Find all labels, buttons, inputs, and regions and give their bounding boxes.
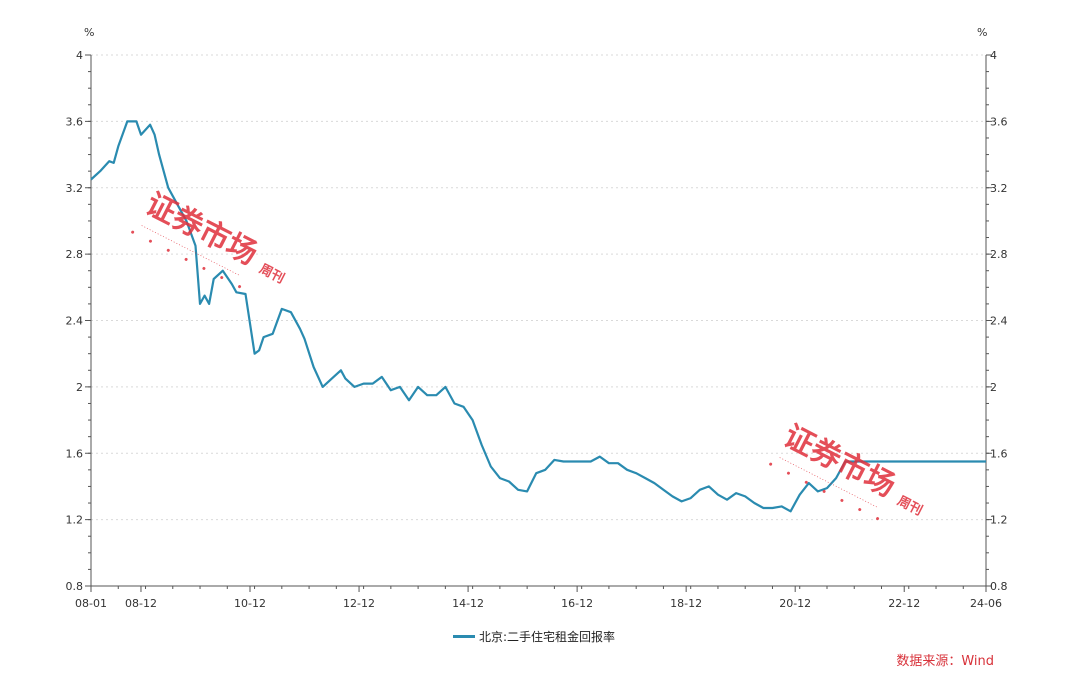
x-tick-label: 14-12 (452, 597, 484, 610)
watermark-suffix-text: 周刊 (895, 494, 925, 519)
x-tick-label: 08-12 (125, 597, 157, 610)
y-tick-label-right: 2 (990, 381, 997, 394)
watermark-dot (202, 266, 206, 270)
source-note: 数据来源：Wind (896, 654, 994, 669)
x-tick-label: 24-06 (970, 597, 1002, 610)
x-tick-label: 10-12 (234, 597, 266, 610)
y-tick-label-left: 2 (76, 381, 83, 394)
watermark-dot (769, 462, 773, 466)
y-tick-label-right: 4 (990, 49, 997, 62)
y-tick-label-right: 1.2 (990, 514, 1008, 527)
watermark-dot (131, 230, 135, 234)
y-tick-label-left: 1.2 (66, 514, 84, 527)
watermark-dot (876, 517, 880, 521)
y-tick-label-left: 1.6 (66, 447, 84, 460)
y-tick-label-right: 1.6 (990, 447, 1008, 460)
watermark-dot (220, 276, 224, 280)
watermark-main-text: 证券市场 (140, 187, 263, 273)
watermark-dot (786, 471, 790, 475)
y-tick-label-left: 2.4 (66, 315, 84, 328)
x-tick-label: 08-01 (75, 597, 107, 610)
x-tick-label: 20-12 (779, 597, 811, 610)
watermark-dot (238, 285, 242, 289)
watermark-dot (166, 248, 170, 252)
y-tick-label-right: 0.8 (990, 580, 1008, 593)
watermark-dot (184, 257, 188, 261)
y-tick-label-right: 2.4 (990, 315, 1008, 328)
watermark-dot (148, 239, 152, 243)
watermark-rule (141, 225, 240, 276)
watermark-dot (840, 498, 844, 502)
x-tick-label: 22-12 (888, 597, 920, 610)
y-tick-label-left: 3.6 (66, 115, 84, 128)
legend: 北京:二手住宅租金回报率 (453, 628, 615, 644)
watermark-dot (804, 480, 808, 484)
watermark-dot (822, 489, 826, 493)
legend-series-label: 北京:二手住宅租金回报率 (479, 629, 616, 644)
y-tick-label-right: 2.8 (990, 248, 1008, 261)
y-tick-label-left: 4 (76, 49, 83, 62)
watermark-dot (858, 508, 862, 512)
series-line (90, 120, 986, 513)
x-tick-label: 12-12 (343, 597, 375, 610)
y-tick-label-right: 3.2 (990, 182, 1008, 195)
legend-swatch (453, 634, 475, 638)
y-tick-label-left: 0.8 (66, 580, 84, 593)
watermark-rule (779, 457, 878, 508)
y-tick-label-left: 2.8 (66, 248, 84, 261)
x-tick-label: 18-12 (670, 597, 702, 610)
x-tick-label: 16-12 (561, 597, 593, 610)
watermark-suffix-text: 周刊 (257, 262, 287, 287)
y-tick-label-right: 3.6 (990, 115, 1008, 128)
y-unit-label-left: % (84, 26, 94, 39)
y-tick-label-left: 3.2 (66, 182, 84, 195)
y-unit-label-right: % (977, 26, 987, 39)
